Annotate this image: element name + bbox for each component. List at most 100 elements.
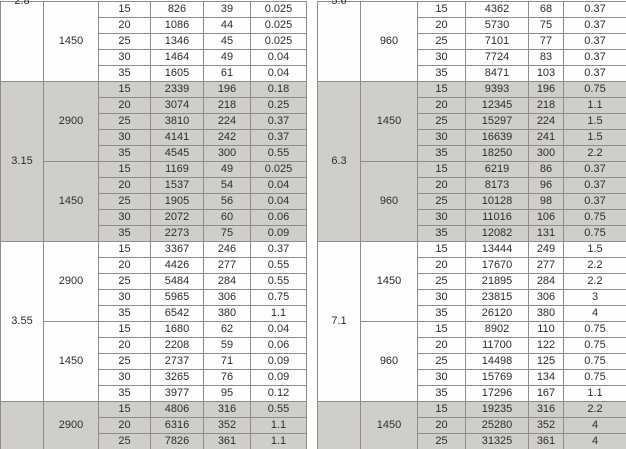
table-row: 20 12345 218 1.1	[318, 97, 626, 114]
pressure-cell: 49	[203, 49, 251, 66]
angle-cell: 15	[98, 241, 151, 258]
flow-cell: 826	[150, 1, 204, 18]
pressure-cell: 224	[528, 113, 564, 130]
angle-cell: 25	[98, 113, 151, 130]
flow-cell: 3265	[150, 369, 204, 386]
pressure-cell: 54	[203, 177, 251, 194]
power-cell: 1.5	[563, 129, 626, 146]
pressure-cell: 60	[203, 209, 251, 226]
angle-cell: 30	[98, 369, 151, 386]
size-cell	[0, 401, 44, 449]
rpm-cell: 1450	[43, 161, 99, 242]
angle-cell: 20	[98, 97, 151, 114]
rpm-cell: 2900	[43, 401, 99, 449]
table-row: 25 7101 77 0.37	[318, 33, 626, 50]
power-cell: 2.2	[563, 273, 626, 290]
pressure-cell: 39	[203, 1, 251, 18]
angle-cell: 20	[417, 177, 466, 194]
angle-cell: 30	[98, 129, 151, 146]
power-cell: 0.75	[250, 289, 307, 306]
power-cell: 0.04	[250, 65, 307, 82]
angle-cell: 15	[98, 161, 151, 178]
angle-cell: 25	[98, 33, 151, 50]
power-cell: 0.37	[563, 49, 626, 66]
table-row: 20 17670 277 2.2	[318, 257, 626, 274]
power-cell: 0.37	[563, 65, 626, 82]
angle-cell: 20	[417, 257, 466, 274]
size-cell: 3.55	[0, 241, 44, 402]
power-cell: 1.1	[250, 433, 307, 449]
size-label: 6.3	[331, 155, 347, 167]
flow-cell: 13444	[465, 241, 529, 258]
pressure-cell: 316	[203, 401, 251, 418]
table-row: 960 15 6219 86 0.37	[318, 161, 626, 242]
flow-cell: 4545	[150, 145, 204, 162]
flow-cell: 17670	[465, 257, 529, 274]
angle-cell: 20	[98, 417, 151, 434]
angle-cell: 20	[417, 97, 466, 114]
table-row: 25 31325 361 4	[318, 433, 626, 449]
pressure-cell: 380	[203, 305, 251, 322]
table-row: 30 5965 306 0.75	[1, 289, 307, 306]
table-row: 1450 15 1169 49 0.025	[1, 161, 307, 242]
pressure-cell: 125	[528, 353, 564, 370]
power-cell: 0.37	[250, 129, 307, 146]
table-row: 1450 15 19235 316 2.2	[317, 401, 626, 449]
angle-cell: 20	[417, 17, 466, 34]
angle-cell: 25	[417, 353, 466, 370]
power-cell: 0.37	[250, 113, 307, 130]
angle-cell: 30	[98, 49, 151, 66]
angle-cell: 15	[417, 81, 466, 98]
pressure-cell: 361	[203, 433, 251, 449]
flow-cell: 31325	[465, 433, 529, 449]
pressure-cell: 241	[528, 129, 564, 146]
size-cell: 6.3	[317, 81, 361, 242]
pressure-cell: 218	[203, 97, 251, 114]
pressure-cell: 131	[528, 225, 564, 242]
power-cell: 0.75	[563, 209, 626, 226]
angle-cell: 15	[417, 1, 466, 18]
rpm-cell: 1450	[360, 241, 418, 322]
pressure-cell: 352	[203, 417, 251, 434]
table-row: 25 5484 284 0.55	[1, 273, 307, 290]
angle-cell: 30	[417, 129, 466, 146]
flow-cell: 8902	[465, 321, 529, 338]
table-row: 35 3977 95 0.12	[1, 385, 307, 402]
pressure-cell: 277	[203, 257, 251, 274]
power-cell: 0.025	[250, 1, 307, 18]
pressure-cell: 77	[528, 33, 564, 50]
flow-cell: 21895	[465, 273, 529, 290]
flow-cell: 15297	[465, 113, 529, 130]
pressure-cell: 361	[528, 433, 564, 449]
pressure-cell: 98	[528, 193, 564, 210]
pressure-cell: 300	[528, 145, 564, 162]
angle-cell: 20	[98, 177, 151, 194]
flow-cell: 2072	[150, 209, 204, 226]
angle-cell: 30	[417, 369, 466, 386]
flow-cell: 3977	[150, 385, 204, 402]
angle-cell: 25	[98, 433, 151, 449]
flow-cell: 1346	[150, 33, 204, 50]
flow-cell: 12345	[465, 97, 529, 114]
rpm-cell: 1450	[360, 81, 418, 162]
size-label: 5.6	[331, 0, 347, 7]
angle-cell: 35	[417, 145, 466, 162]
flow-cell: 1605	[150, 65, 204, 82]
flow-cell: 2208	[150, 337, 204, 354]
table-row: 20 4426 277 0.55	[1, 257, 307, 274]
power-cell: 0.37	[563, 17, 626, 34]
pressure-cell: 277	[528, 257, 564, 274]
power-cell: 0.04	[250, 193, 307, 210]
power-cell: 0.025	[250, 33, 307, 50]
power-cell: 0.09	[250, 225, 307, 242]
power-cell: 0.37	[563, 161, 626, 178]
rpm-cell: 960	[360, 1, 418, 82]
power-cell: 0.55	[250, 401, 307, 418]
pressure-cell: 95	[203, 385, 251, 402]
power-cell: 4	[563, 417, 626, 434]
power-cell: 4	[563, 305, 626, 322]
pressure-cell: 300	[203, 145, 251, 162]
pressure-cell: 246	[203, 241, 251, 258]
table-row: 3.55 2900 15 3367 246 0.37	[0, 241, 307, 402]
rpm-cell: 1450	[43, 1, 99, 82]
